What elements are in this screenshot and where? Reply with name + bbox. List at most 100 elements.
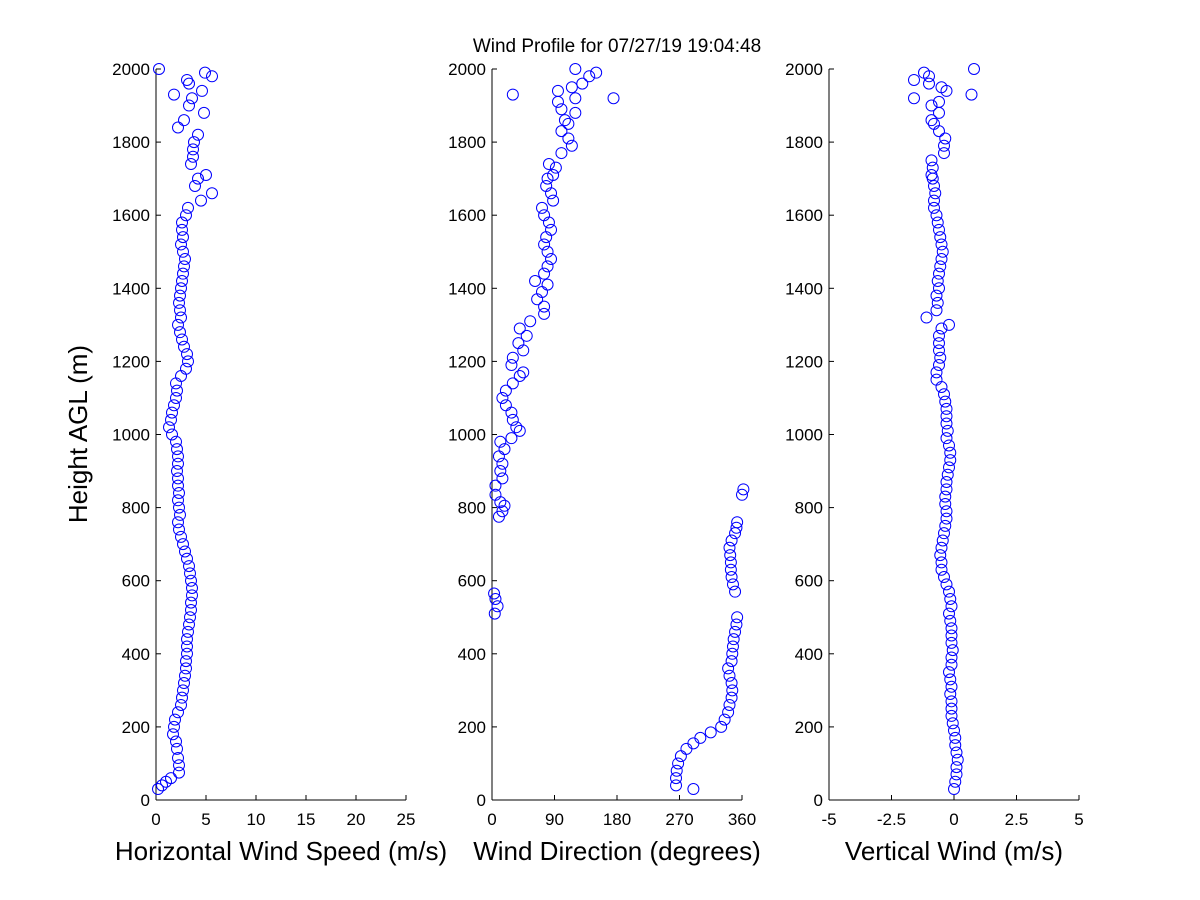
data-point: [933, 359, 945, 372]
data-point: [939, 497, 952, 510]
data-point: [496, 457, 509, 470]
data-point: [725, 655, 738, 668]
data-point: [189, 179, 201, 192]
data-point: [184, 567, 196, 580]
data-point: [737, 483, 750, 496]
data-point: [538, 300, 551, 313]
y-tick-label: 1000: [448, 426, 486, 445]
y-tick-label: 1600: [448, 206, 486, 225]
data-point: [172, 516, 184, 529]
data-point: [945, 600, 958, 613]
x-tick-label: -5: [821, 810, 836, 829]
data-point: [908, 73, 920, 86]
y-tick-label: 600: [795, 572, 823, 591]
data-point: [173, 501, 185, 514]
data-point: [547, 168, 560, 181]
data-point: [172, 457, 184, 470]
data-point: [674, 750, 687, 763]
data-point: [513, 322, 526, 335]
data-point: [725, 677, 738, 690]
data-point: [950, 761, 963, 774]
data-point: [950, 746, 963, 759]
data-point: [177, 231, 189, 244]
data-point: [166, 428, 178, 441]
data-point: [196, 84, 208, 97]
data-point: [183, 99, 195, 112]
x-axis-label: Wind Direction (degrees): [473, 836, 761, 866]
data-point: [152, 783, 164, 796]
data-point: [173, 766, 185, 779]
data-point: [941, 424, 954, 437]
data-point: [726, 640, 739, 653]
data-point: [492, 450, 505, 463]
data-point: [726, 647, 739, 660]
data-point: [949, 731, 962, 744]
data-point: [607, 92, 620, 105]
y-tick-label: 0: [814, 791, 823, 810]
data-point: [569, 92, 582, 105]
data-point: [934, 351, 947, 364]
data-point: [181, 640, 193, 653]
data-point: [538, 238, 551, 251]
x-tick-label: 0: [487, 810, 496, 829]
data-point: [165, 413, 177, 426]
data-point: [670, 772, 683, 785]
data-point: [723, 698, 736, 711]
data-point: [195, 194, 207, 207]
data-point: [715, 720, 728, 733]
data-point: [949, 775, 962, 788]
data-point: [183, 560, 195, 573]
data-point: [171, 443, 183, 456]
data-point: [939, 519, 952, 532]
x-tick-label: 15: [297, 810, 316, 829]
data-point: [179, 253, 191, 266]
data-point: [920, 311, 933, 324]
data-point: [488, 607, 501, 620]
data-point: [499, 384, 512, 397]
data-point: [170, 435, 182, 448]
data-point: [943, 461, 955, 474]
data-point: [935, 556, 948, 569]
data-point: [704, 726, 717, 739]
data-point: [181, 647, 193, 660]
data-point: [938, 571, 950, 584]
data-point: [944, 592, 957, 605]
data-point: [176, 333, 188, 346]
data-point: [177, 267, 189, 280]
data-point: [175, 530, 187, 543]
data-point: [513, 424, 526, 437]
data-point: [562, 117, 575, 130]
y-tick-label: 600: [122, 572, 150, 591]
data-point: [489, 479, 502, 492]
data-point: [512, 337, 525, 350]
data-point: [545, 223, 558, 236]
data-point: [928, 194, 940, 207]
data-point: [170, 391, 182, 404]
data-point: [945, 658, 958, 671]
x-tick-label: 360: [728, 810, 756, 829]
data-point: [541, 245, 554, 258]
data-point: [165, 772, 177, 785]
data-point: [731, 611, 744, 624]
x-axis-label: Vertical Wind (m/s): [845, 836, 1063, 866]
data-point: [153, 63, 165, 75]
data-point: [940, 505, 953, 518]
y-tick-label: 0: [141, 791, 150, 810]
x-tick-label: 10: [247, 810, 266, 829]
data-point: [928, 117, 940, 130]
data-point: [513, 370, 526, 383]
data-point: [192, 128, 204, 141]
data-point: [928, 201, 940, 214]
data-point: [206, 187, 218, 200]
data-point: [179, 545, 191, 558]
data-point: [929, 187, 942, 200]
data-point: [724, 556, 737, 569]
data-point: [172, 450, 184, 463]
data-point: [173, 486, 185, 499]
data-point: [170, 735, 182, 748]
data-point: [178, 114, 190, 127]
data-point: [171, 742, 183, 755]
data-point: [555, 125, 568, 138]
data-point: [944, 454, 957, 467]
